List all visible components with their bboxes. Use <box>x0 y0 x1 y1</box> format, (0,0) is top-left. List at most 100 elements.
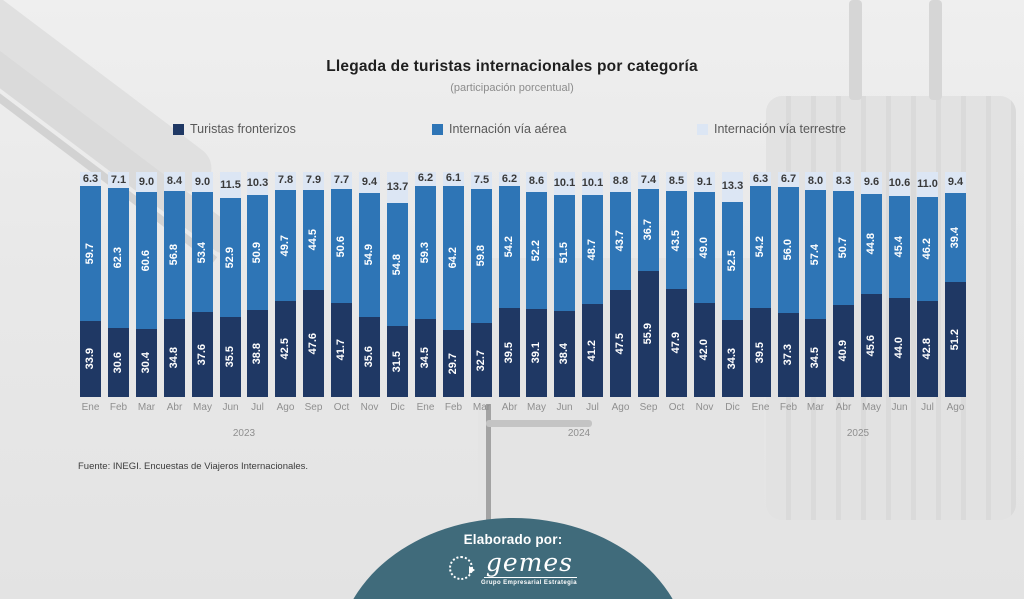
bar-value-terrestre: 10.3 <box>246 177 269 190</box>
bar-value-fronterizos: 34.8 <box>168 347 180 369</box>
bar-value-fronterizos: 30.6 <box>112 351 124 374</box>
bar-value-fronterizos: 38.8 <box>251 342 263 365</box>
bar-value-fronterizos: 45.6 <box>865 334 877 357</box>
bar-segment-aerea: 59.7 <box>80 186 101 321</box>
bar-value-fronterizos: 41.7 <box>335 339 347 361</box>
bar-value-terrestre: 6.7 <box>780 173 797 186</box>
bar-segment-terrestre: 6.1 <box>443 172 464 186</box>
bar-value-fronterizos: 38.4 <box>558 343 570 365</box>
bar-segment-aerea: 54.8 <box>387 202 408 327</box>
legend-item-fronterizos: Turistas fronterizos <box>173 122 296 136</box>
bar-segment-aerea: 54.2 <box>499 186 520 309</box>
bar-segment-terrestre: 9.4 <box>359 172 380 194</box>
background-trolley-handle-icon <box>486 404 491 536</box>
bar-segment-terrestre: 8.3 <box>833 172 854 191</box>
bar-column: 7.5 59.8 32.7 <box>471 172 492 397</box>
bar-value-fronterizos: 31.5 <box>391 350 403 373</box>
bar-value-fronterizos: 37.6 <box>196 343 208 366</box>
bar-value-terrestre: 7.7 <box>333 174 350 187</box>
bar-segment-terrestre: 9.1 <box>694 171 715 193</box>
bar-value-aerea: 36.7 <box>642 219 654 241</box>
bar-column: 7.4 36.7 55.9 <box>638 172 659 397</box>
bar-value-fronterizos: 47.5 <box>614 332 626 355</box>
bar-segment-aerea: 54.9 <box>359 193 380 317</box>
bar-value-fronterizos: 42.8 <box>921 338 933 360</box>
bar-value-fronterizos: 33.9 <box>84 348 96 370</box>
bar-value-aerea: 50.7 <box>837 237 849 259</box>
month-label: Oct <box>668 402 685 413</box>
gemes-logo-text-wrap: gemes Grupo Empresarial Estrategia <box>481 550 577 586</box>
elaborado-label: Elaborado por: <box>463 532 563 547</box>
bar-segment-terrestre: 7.8 <box>275 172 296 190</box>
bar-value-terrestre: 6.1 <box>445 172 462 185</box>
bar-column: 9.6 44.8 45.6 <box>861 172 882 397</box>
month-label: Jul <box>921 402 934 413</box>
month-label: Nov <box>695 402 714 413</box>
month-label: Feb <box>779 402 798 413</box>
bar-value-fronterizos: 35.5 <box>224 346 236 368</box>
bar-column: 6.2 59.3 34.5 <box>415 172 436 397</box>
bar-segment-terrestre: 10.6 <box>889 172 910 196</box>
bar-value-fronterizos: 32.7 <box>475 349 487 371</box>
bar-segment-aerea: 46.2 <box>917 196 938 301</box>
legend-swatch-aerea-icon <box>432 123 443 135</box>
bar-value-aerea: 39.4 <box>949 226 961 249</box>
bar-segment-terrestre: 11.5 <box>220 172 241 199</box>
month-label: Jun <box>556 402 573 413</box>
month-label: May <box>193 402 212 413</box>
bar-segment-fronterizos: 55.9 <box>638 271 659 397</box>
bar-column: 9.0 53.4 37.6 <box>192 172 213 397</box>
bar-value-aerea: 59.7 <box>84 242 96 265</box>
bar-segment-fronterizos: 30.6 <box>108 328 129 397</box>
bar-value-aerea: 54.8 <box>391 253 403 276</box>
bar-segment-fronterizos: 37.3 <box>778 313 799 397</box>
bar-segment-aerea: 44.8 <box>861 193 882 295</box>
year-axis: 2023 2024 2025 <box>80 428 966 442</box>
bar-segment-fronterizos: 34.5 <box>805 319 826 397</box>
bar-segment-fronterizos: 29.7 <box>443 330 464 397</box>
bar-column: 8.6 52.2 39.1 <box>526 172 547 397</box>
legend-item-aerea: Internación vía aérea <box>432 122 566 136</box>
bar-value-aerea: 44.8 <box>865 233 877 255</box>
bar-segment-terrestre: 10.1 <box>582 172 603 195</box>
bar-value-aerea: 50.9 <box>251 241 263 264</box>
bar-value-terrestre: 11.5 <box>220 178 241 191</box>
bar-segment-aerea: 64.2 <box>443 185 464 331</box>
legend-swatch-terrestre-icon <box>697 123 708 135</box>
bar-segment-aerea: 36.7 <box>638 188 659 272</box>
bar-segment-fronterizos: 41.2 <box>582 304 603 397</box>
bar-segment-aerea: 50.6 <box>331 189 352 304</box>
bar-value-aerea: 57.4 <box>809 244 821 266</box>
bar-value-terrestre: 6.3 <box>82 172 99 185</box>
bar-segment-fronterizos: 47.9 <box>666 289 687 397</box>
bar-column: 7.1 62.3 30.6 <box>108 172 129 397</box>
bar-value-terrestre: 10.1 <box>581 176 604 189</box>
bar-segment-terrestre: 8.5 <box>666 172 687 192</box>
bar-value-aerea: 59.8 <box>475 245 487 267</box>
bar-column: 8.4 56.8 34.8 <box>164 172 185 397</box>
bar-segment-terrestre: 8.4 <box>164 172 185 191</box>
bar-segment-aerea: 54.2 <box>750 186 771 309</box>
bar-value-fronterizos: 39.5 <box>503 341 515 364</box>
bar-value-terrestre: 13.3 <box>721 180 744 193</box>
bar-column: 11.0 46.2 42.8 <box>917 172 938 397</box>
month-label: Jun <box>891 402 908 413</box>
bar-value-aerea: 56.8 <box>168 244 180 266</box>
background-suitcase-handle-icon <box>849 0 862 100</box>
bar-value-aerea: 52.9 <box>224 246 236 269</box>
bar-column: 6.7 56.0 37.3 <box>778 172 799 397</box>
bar-column: 9.4 54.9 35.6 <box>359 172 380 397</box>
bar-column: 8.8 43.7 47.5 <box>610 172 631 397</box>
bar-value-fronterizos: 29.7 <box>447 352 459 375</box>
bar-segment-fronterizos: 39.1 <box>526 309 547 397</box>
bar-value-aerea: 48.7 <box>586 238 598 261</box>
bar-value-terrestre: 7.4 <box>640 173 657 186</box>
bar-value-terrestre: 6.2 <box>501 172 518 185</box>
bar-column: 10.3 50.9 38.8 <box>247 172 268 397</box>
bar-segment-terrestre: 8.0 <box>805 172 826 191</box>
month-label: Ene <box>81 402 100 413</box>
month-label: Ene <box>751 402 770 413</box>
bar-value-fronterizos: 55.9 <box>642 323 654 345</box>
month-label: Sep <box>304 402 323 413</box>
bar-column: 8.0 57.4 34.5 <box>805 172 826 397</box>
